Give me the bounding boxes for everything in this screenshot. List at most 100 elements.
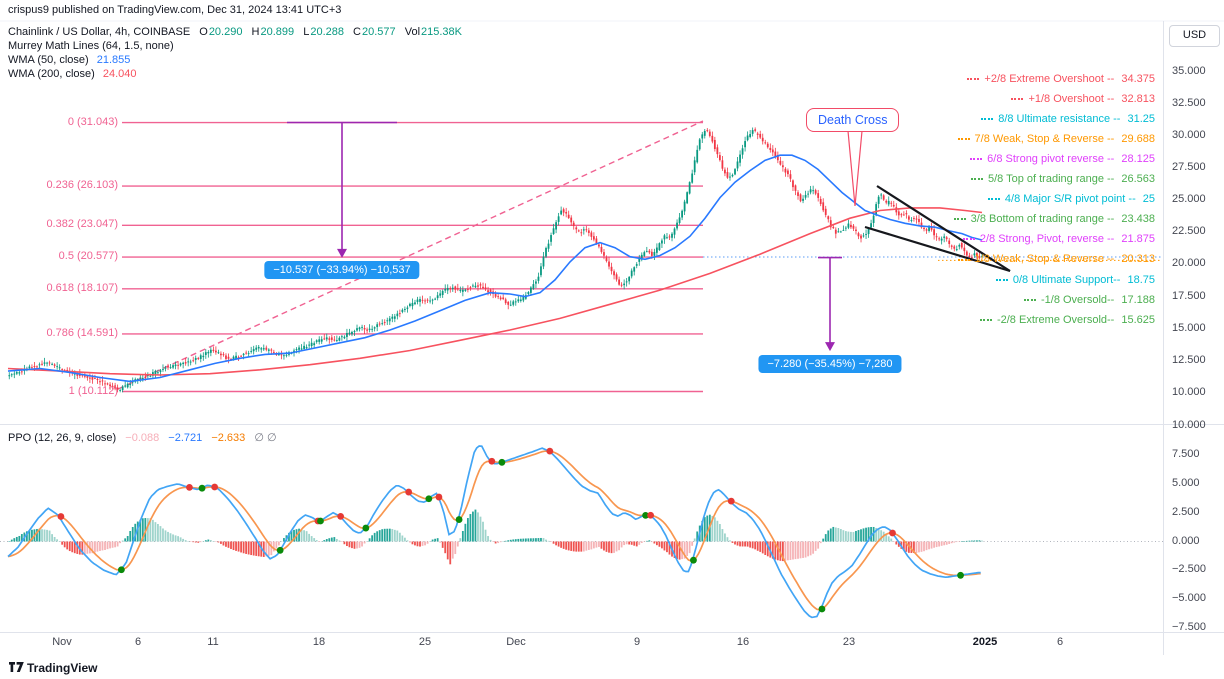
ppo-cross-dot <box>690 556 697 564</box>
time-tick-label: 23 <box>842 636 856 648</box>
chart-legend: Chainlink / US Dollar, 4h, COINBASE O20.… <box>8 25 462 81</box>
ppo-cross-dot <box>546 447 554 455</box>
footer-bar: TradingView <box>0 655 1224 679</box>
ppo-cross-dot <box>198 484 206 492</box>
ppo-histogram-layer <box>8 509 983 565</box>
ppo-cross-dot <box>57 513 65 520</box>
price-tick-label: 27.500 <box>1172 161 1206 174</box>
ppo-signal-value: −2.633 <box>211 432 246 444</box>
murrey-legend-row[interactable]: Murrey Math Lines (64, 1.5, none) <box>8 40 174 52</box>
fib-level-label: 1 (10.112) <box>68 384 118 397</box>
ppo-cross-dot <box>642 511 649 519</box>
measure-callout-2[interactable]: −7.280 (−35.45%) −7,280 <box>758 355 902 373</box>
murrey-level-label: 1/8 Weak, Stop & Reverse -- 20.313 <box>958 253 1155 265</box>
publish-line: crispus9 published on TradingView.com, D… <box>8 4 342 16</box>
murrey-level-label: 3/8 Bottom of trading range -- 23.438 <box>954 213 1155 225</box>
ppo-hist-value: −0.088 <box>125 432 160 444</box>
ppo-cross-dot <box>435 493 443 501</box>
symbol-legend-row[interactable]: Chainlink / US Dollar, 4h, COINBASE O20.… <box>8 25 462 39</box>
time-tick-label: 16 <box>736 636 750 648</box>
time-tick-label: Dec <box>506 636 526 648</box>
price-tick-label: 32.500 <box>1172 96 1206 109</box>
murrey-level-label: +1/8 Overshoot -- 32.813 <box>1011 93 1155 105</box>
wma50-legend-row[interactable]: WMA (50, close) 21.855 <box>8 53 462 67</box>
ppo-tick-label: 0.000 <box>1172 534 1200 547</box>
ppo-cross-dot <box>317 517 324 525</box>
time-tick-label: Nov <box>52 636 72 648</box>
fib-level-label: 0.5 (20.577) <box>58 250 118 263</box>
measure-callout-1[interactable]: −10.537 (−33.94%) −10,537 <box>264 261 420 279</box>
price-tick-label: 25.000 <box>1172 193 1206 206</box>
wma200-label: WMA (200, close) <box>8 68 95 80</box>
open-label: O <box>199 26 208 38</box>
high-value: 20.899 <box>260 26 295 38</box>
fib-level-label: 0.786 (14.591) <box>46 326 118 339</box>
currency-toggle-button[interactable]: USD <box>1169 25 1220 47</box>
time-tick-label: 11 <box>207 636 219 648</box>
ppo-cross-dot <box>425 495 433 503</box>
close-value: 20.577 <box>362 26 396 38</box>
time-tick-label: 6 <box>1056 636 1064 648</box>
ppo-cross-dot <box>488 457 496 465</box>
ppo-cross-dot <box>957 571 964 579</box>
ppo-empty-flags: ∅ ∅ <box>254 432 277 444</box>
price-tick-label: 12.500 <box>1172 353 1206 366</box>
ppo-line-value: −2.721 <box>168 432 203 444</box>
time-tick-label: 9 <box>633 636 641 648</box>
ppo-tick-label: −2.500 <box>1172 563 1206 576</box>
symbol-title: Chainlink / US Dollar, 4h, COINBASE <box>8 26 191 38</box>
ppo-cross-dot <box>818 605 826 613</box>
ppo-tick-label: 10.000 <box>1172 419 1206 432</box>
ppo-cross-dot <box>727 497 735 505</box>
ppo-cross-dot <box>337 512 345 520</box>
volume-value: 215.38K <box>421 26 462 38</box>
ppo-tick-label: 2.500 <box>1172 505 1200 518</box>
close-label: C <box>353 26 361 38</box>
ppo-cross-dot <box>118 566 125 574</box>
chart-layers <box>0 120 1163 619</box>
murrey-level-label: 7/8 Weak, Stop & Reverse -- 29.688 <box>958 133 1155 145</box>
murrey-level-label: -2/8 Extreme Oversold-- 15.625 <box>980 314 1155 326</box>
ppo-cross-dot <box>405 488 413 496</box>
ppo-cross-dot <box>211 483 219 491</box>
fib-level-label: 0.382 (23.047) <box>46 218 118 231</box>
price-tick-label: 15.000 <box>1172 321 1206 334</box>
time-tick-label: 6 <box>134 636 142 648</box>
tradingview-logo-icon[interactable] <box>8 661 25 674</box>
ppo-label: PPO (12, 26, 9, close) <box>8 432 117 444</box>
murrey-level-label: 0/8 Ultimate Support-- 18.75 <box>996 274 1155 286</box>
death-cross-callout[interactable]: Death Cross <box>806 108 900 132</box>
ppo-cross-dot <box>276 546 284 554</box>
ppo-tick-label: −5.000 <box>1172 592 1206 605</box>
price-tick-label: 30.000 <box>1172 128 1206 141</box>
price-tick-label: 17.500 <box>1172 289 1206 302</box>
volume-label: Vol <box>404 26 421 38</box>
ppo-tick-label: −7.500 <box>1172 620 1206 633</box>
murrey-level-label: 8/8 Ultimate resistance -- 31.25 <box>981 113 1155 125</box>
ppo-cross-dot <box>186 484 193 491</box>
wma200-legend-row[interactable]: WMA (200, close) 24.040 <box>8 67 462 81</box>
wma50-label: WMA (50, close) <box>8 54 89 66</box>
ppo-tick-label: 7.500 <box>1172 448 1200 461</box>
murrey-level-label: 2/8 Strong, Pivot, reverse -- 21.875 <box>963 233 1155 245</box>
murrey-level-label: +2/8 Extreme Overshoot -- 34.375 <box>967 73 1155 85</box>
price-tick-label: 22.500 <box>1172 225 1206 238</box>
murrey-level-label: 5/8 Top of trading range -- 26.563 <box>971 173 1155 185</box>
wma50-value: 21.855 <box>96 54 131 66</box>
price-tick-label: 20.000 <box>1172 257 1206 270</box>
candles-layer <box>8 127 983 393</box>
open-value: 20.290 <box>208 26 243 38</box>
ppo-tick-label: 5.000 <box>1172 476 1200 489</box>
price-tick-label: 10.000 <box>1172 385 1206 398</box>
ppo-cross-dot <box>889 529 896 537</box>
murrey-level-label: -1/8 Oversold-- 17.188 <box>1024 294 1155 306</box>
murrey-level-label: 6/8 Strong pivot reverse -- 28.125 <box>970 153 1155 165</box>
ppo-legend-row[interactable]: PPO (12, 26, 9, close) −0.088 −2.721 −2.… <box>8 431 283 444</box>
low-label: L <box>303 26 310 38</box>
time-tick-label: 25 <box>418 636 432 648</box>
tradingview-brand-text[interactable]: TradingView <box>27 661 98 675</box>
fib-level-label: 0.236 (26.103) <box>46 179 118 192</box>
time-tick-label: 18 <box>312 636 326 648</box>
